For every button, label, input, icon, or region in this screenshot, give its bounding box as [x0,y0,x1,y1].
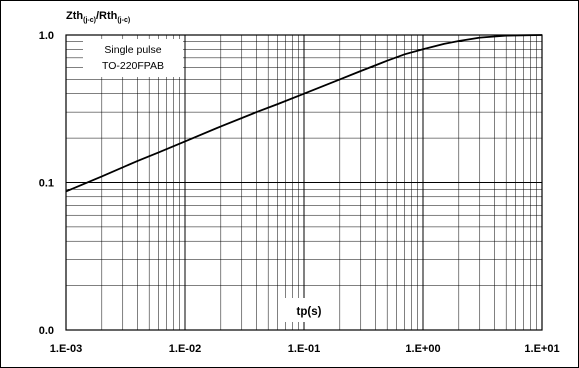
grid [65,34,543,331]
annotation-line-1: Single pulse [104,44,161,56]
x-axis-title-background [280,298,338,322]
x-tick-label: 1.E-03 [50,343,82,355]
y-axis-title: Zth(j-c)/Rth(j-c) [66,10,130,24]
plot-area-border [65,34,543,331]
annotation-background [83,39,183,77]
y-tick-label: 0.1 [39,178,54,190]
y-tick-labels: 1.0 0.1 0.0 [39,30,54,337]
y-tick-label: 1.0 [39,30,54,42]
x-tick-label: 1.E-02 [169,343,201,355]
x-axis-title-box: tp(s) [280,298,338,322]
annotation-line-2: TO-220FPAB [102,60,164,72]
y-tick-label: 0.0 [39,325,54,337]
annotation-box: Single pulse TO-220FPAB [83,39,183,77]
x-tick-labels: 1.E-03 1.E-02 1.E-01 1.E+00 1.E+01 [50,343,560,355]
x-tick-label: 1.E+00 [405,343,440,355]
x-axis-title: tp(s) [297,306,322,318]
x-tick-label: 1.E+01 [524,343,559,355]
series-curve [65,34,543,193]
x-tick-label: 1.E-01 [288,343,320,355]
